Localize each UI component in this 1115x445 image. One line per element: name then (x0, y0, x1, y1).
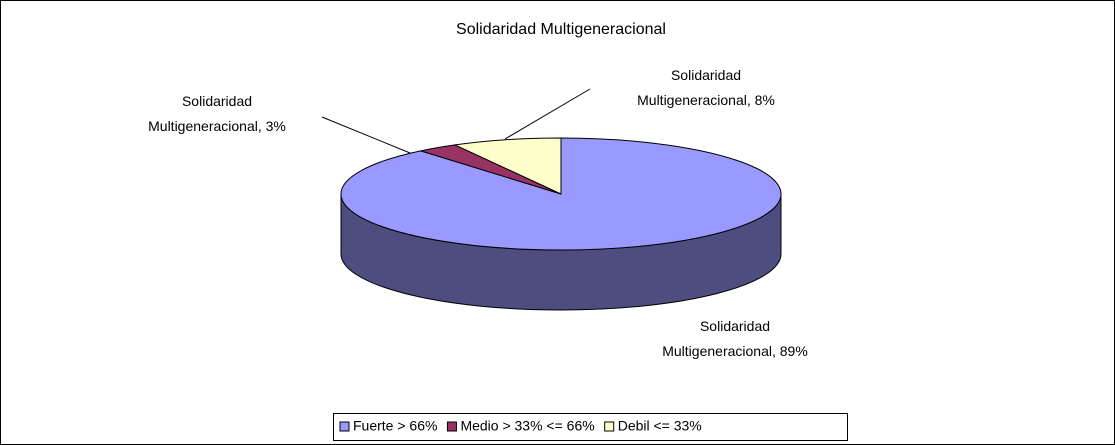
data-label: Solidaridad Multigeneracional, 8% (637, 67, 775, 108)
legend-swatch (604, 421, 615, 432)
legend-box (333, 413, 848, 441)
legend-label: Fuerte > 66% (353, 418, 437, 434)
slice (453, 137, 562, 195)
leader-line (504, 88, 591, 140)
legend-label: Medio > 33% <= 66% (460, 418, 594, 434)
data-label: Solidaridad Multigeneracional, 3% (148, 93, 286, 134)
legend-swatch (446, 421, 457, 432)
legend: Fuerte > 66% Medio > 33% <= 66% Debil <= 3… (339, 418, 702, 434)
chart-title: Solidaridad Multigeneracional (456, 21, 666, 38)
data-label: Solidaridad Multigeneracional, 89% (662, 318, 808, 359)
leader-line (321, 116, 416, 156)
pie (340, 137, 782, 311)
legend-label: Debil <= 33% (618, 418, 702, 434)
legend-swatch (339, 421, 350, 432)
